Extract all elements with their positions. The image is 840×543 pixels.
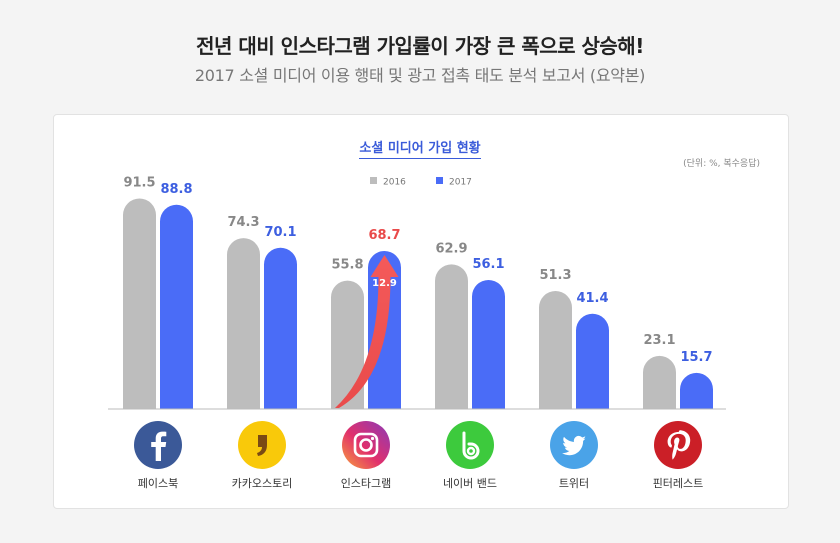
- chart-title: 소셜 미디어 가입 현황: [53, 137, 787, 159]
- facebook-logo-icon: [134, 421, 182, 469]
- value-label-2016-5: 23.1: [643, 333, 675, 348]
- category-label-5: 핀터레스트: [652, 477, 704, 490]
- instagram-logo-icon: [342, 421, 390, 469]
- category-label-4: 트위터: [558, 477, 590, 490]
- bar-2016-5: [643, 355, 676, 409]
- chart-legend: 2016 2017: [370, 177, 472, 188]
- legend-swatch-2016: [370, 177, 377, 184]
- value-label-2017-3: 56.1: [472, 257, 504, 272]
- chart-title-text: 소셜 미디어 가입 현황: [359, 141, 481, 159]
- category-label-0: 페이스북: [137, 477, 179, 490]
- bar-2016-2: [331, 280, 364, 409]
- kakaostory-logo-icon: [238, 421, 286, 469]
- category-label-2: 인스타그램: [340, 477, 392, 490]
- category-label-1: 카카오스토리: [231, 477, 293, 490]
- headline: 전년 대비 인스타그램 가입률이 가장 큰 폭으로 상승해!: [196, 34, 644, 58]
- increase-arrow: [335, 254, 399, 408]
- value-label-2017-2: 68.7: [368, 228, 400, 243]
- bar-2016-1: [227, 238, 260, 409]
- bar-2016-0: [123, 198, 156, 409]
- value-label-2016-2: 55.8: [331, 258, 363, 273]
- unit-note: (단위: %, 복수응답): [683, 159, 760, 169]
- twitter-logo-icon: [550, 421, 598, 469]
- value-label-2016-1: 74.3: [227, 215, 259, 230]
- value-label-2017-0: 88.8: [160, 182, 192, 197]
- value-label-2017-1: 70.1: [264, 225, 296, 240]
- subheadline: 2017 소셜 미디어 이용 행태 및 광고 접촉 태도 분석 보고서 (요약본…: [194, 66, 646, 85]
- bar-2017-4: [576, 313, 609, 409]
- pinterest-logo-icon: [654, 421, 702, 469]
- increase-label: 12.9: [372, 278, 397, 289]
- bar-2017-5: [680, 372, 713, 409]
- naver-band-logo-icon: [446, 421, 494, 469]
- category-label-3: 네이버 밴드: [442, 477, 498, 490]
- legend-label-2017: 2017: [449, 178, 472, 188]
- bar-2017-1: [264, 247, 297, 409]
- legend-label-2016: 2016: [383, 178, 406, 188]
- legend-swatch-2017: [436, 177, 443, 184]
- value-label-2017-4: 41.4: [576, 291, 608, 306]
- bars-group: [123, 198, 713, 409]
- bar-2017-0: [160, 204, 193, 409]
- bar-2016-4: [539, 291, 572, 409]
- bar-2017-3: [472, 279, 505, 409]
- value-label-2017-5: 15.7: [680, 350, 712, 365]
- value-label-2016-0: 91.5: [123, 176, 155, 191]
- value-label-2016-3: 62.9: [435, 241, 467, 256]
- highlight-group: 12.9: [335, 254, 399, 408]
- value-label-2016-4: 51.3: [539, 268, 571, 283]
- value-labels-group: 91.5 88.8 74.3 70.1 55.8 68.7 62.9 56.1 51.3 41.4…: [123, 176, 712, 365]
- bar-2016-3: [435, 264, 468, 409]
